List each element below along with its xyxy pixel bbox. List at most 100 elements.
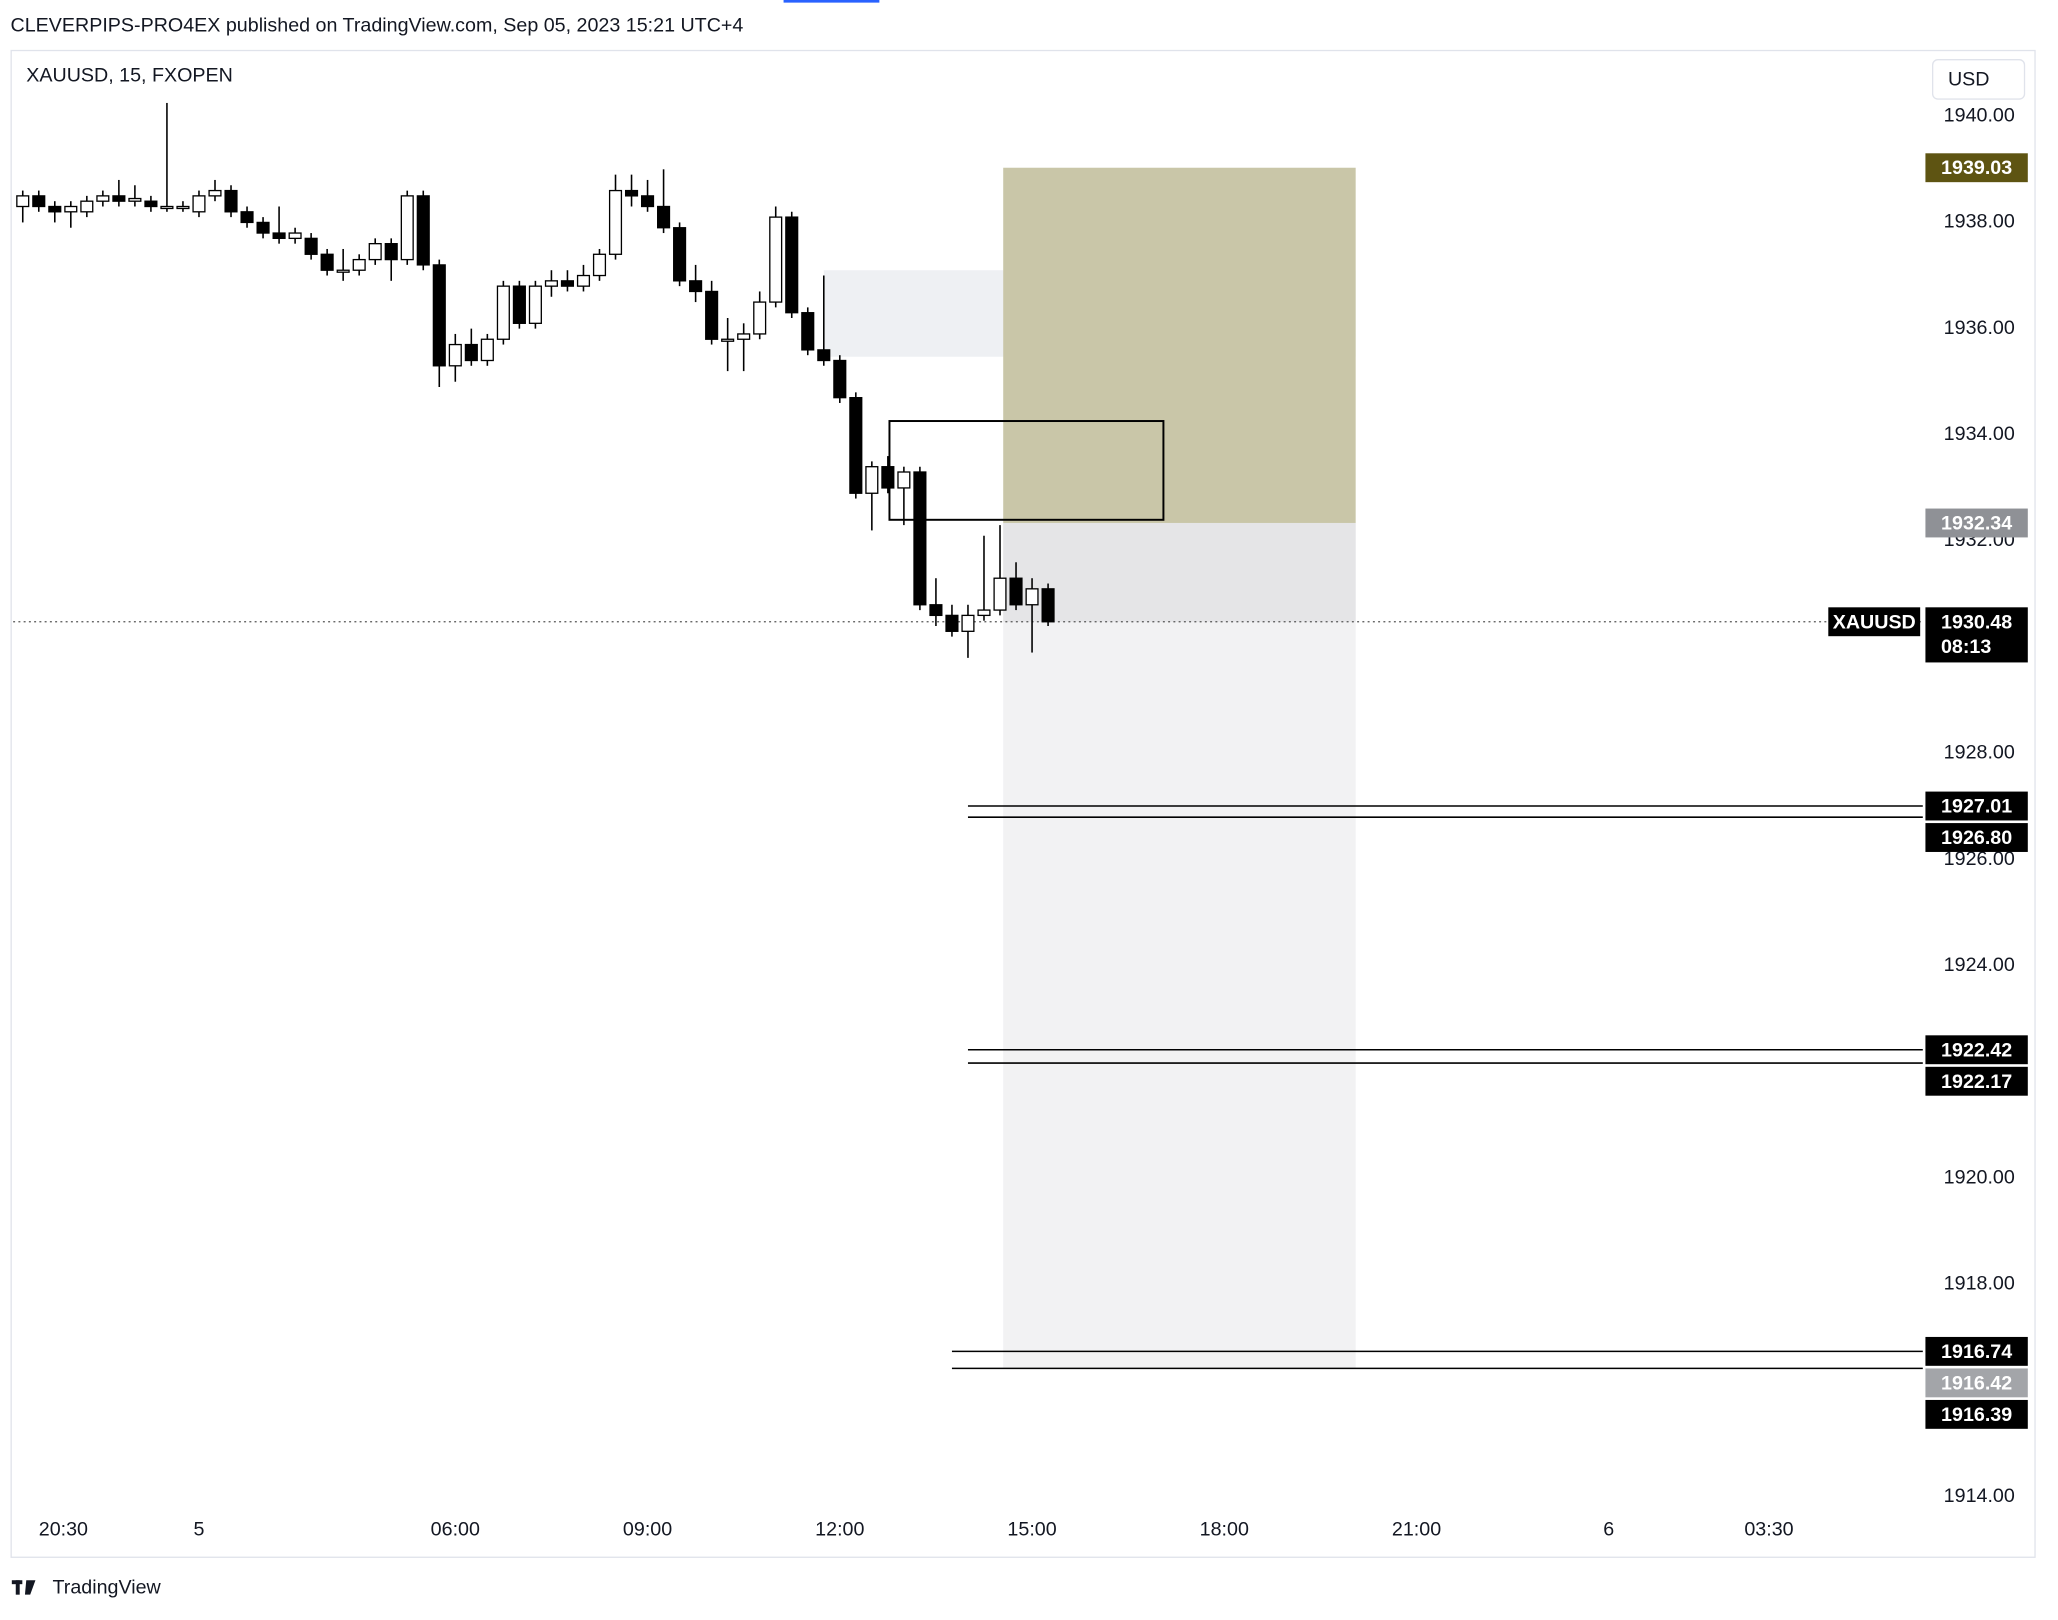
- y-tick-label: 1914.00: [1944, 1485, 2015, 1507]
- y-tick-label: 1924.00: [1944, 954, 2015, 976]
- candle-body: [128, 197, 142, 202]
- x-tick-label: 18:00: [1200, 1519, 1249, 1541]
- candle-body: [705, 290, 719, 340]
- y-tick-label: 1940.00: [1944, 104, 2015, 126]
- y-tick-label: 1918.00: [1944, 1273, 2015, 1295]
- candle-body: [624, 189, 639, 197]
- candle-body: [592, 253, 607, 277]
- candle-body: [480, 338, 494, 362]
- candle-body: [288, 232, 302, 240]
- candle-body: [993, 577, 1007, 611]
- symbol-tag: [1828, 607, 1921, 637]
- logo: [11, 1580, 36, 1595]
- candle-body: [48, 205, 62, 213]
- logo-part: [24, 1580, 36, 1595]
- candle-body: [801, 312, 815, 351]
- x-tick-label: 6: [1603, 1519, 1614, 1541]
- candle-body: [785, 216, 799, 314]
- last-price-tag: [1925, 607, 2028, 663]
- candle-body: [352, 258, 366, 271]
- candle-body: [673, 227, 687, 282]
- price-tag: [1925, 1066, 2028, 1096]
- x-tick-label: 20:30: [39, 1519, 88, 1541]
- price-tag-label: 1916.42: [1941, 1372, 2012, 1394]
- x-tick-label: 03:30: [1744, 1519, 1793, 1541]
- chart-frame: [10, 49, 2036, 1558]
- candle-body: [544, 280, 558, 287]
- logo-part: [15, 1580, 20, 1595]
- publisher-line: CLEVERPIPS-PRO4EX published on TradingVi…: [11, 14, 744, 36]
- candle-body: [208, 189, 222, 197]
- y-tick-label: 1938.00: [1944, 211, 2015, 233]
- candle-body: [80, 200, 94, 213]
- y-tick-label: 1920.00: [1944, 1166, 2015, 1188]
- zone: [1003, 167, 1356, 523]
- y-tick-label: 1934.00: [1944, 423, 2015, 445]
- last-price-label: 1930.48: [1941, 611, 2012, 633]
- candle-body: [608, 189, 623, 255]
- candle-body: [913, 471, 927, 606]
- currency-label[interactable]: USD: [1948, 68, 1990, 90]
- price-tag-label: 1916.39: [1941, 1404, 2012, 1426]
- candle-body: [576, 274, 591, 287]
- candle-body: [881, 466, 895, 489]
- candle-body: [496, 285, 510, 340]
- candle-body: [320, 253, 334, 271]
- candle-body: [737, 333, 751, 340]
- candle-body: [1025, 588, 1039, 606]
- x-tick-label: 12:00: [815, 1519, 864, 1541]
- symbol-tag-label: XAUUSD: [1833, 611, 1916, 633]
- price-tag-label: 1926.80: [1941, 827, 2012, 849]
- price-tag: [1925, 508, 2028, 538]
- zone: [1003, 522, 1356, 622]
- candle-body: [384, 243, 398, 261]
- candle-body: [961, 614, 975, 632]
- candle-body: [160, 205, 174, 210]
- candle-body: [432, 264, 446, 367]
- candle-body: [849, 397, 863, 494]
- candle-body: [192, 195, 206, 213]
- countdown-label: 08:13: [1941, 636, 1991, 658]
- x-tick-label: 5: [194, 1519, 205, 1541]
- price-tag-label: 1922.42: [1941, 1039, 2012, 1061]
- price-tag: [1925, 1368, 2028, 1398]
- y-tick-label: 1928.00: [1944, 742, 2015, 764]
- candle-body: [897, 471, 911, 489]
- candle-body: [640, 195, 655, 208]
- candle-body: [977, 609, 991, 617]
- price-tag: [1925, 823, 2028, 852]
- candle-body: [32, 195, 46, 208]
- candle-body: [512, 285, 526, 324]
- candle-body: [240, 211, 254, 224]
- candle-body: [304, 237, 318, 255]
- candle-body: [817, 349, 831, 362]
- footer-brand: TradingView: [53, 1576, 162, 1598]
- candle-body: [689, 280, 703, 293]
- candle-body: [96, 195, 110, 202]
- candle-body: [448, 343, 462, 367]
- symbol-title: XAUUSD, 15, FXOPEN: [26, 64, 233, 86]
- candle-body: [464, 343, 478, 362]
- candle-body: [64, 205, 78, 213]
- candle-body: [833, 359, 847, 399]
- candle-body: [945, 614, 959, 632]
- price-tag-label: 1939.03: [1941, 157, 2012, 179]
- price-tag-label: 1932.34: [1941, 513, 2012, 535]
- candle-body: [256, 221, 270, 234]
- price-tag-label: 1927.01: [1941, 796, 2012, 818]
- price-tag: [1925, 1336, 2028, 1366]
- zone: [1003, 522, 1356, 1369]
- price-tag: [1925, 791, 2028, 821]
- candle-body: [416, 195, 430, 266]
- candle-body: [1009, 577, 1023, 606]
- candle-body: [16, 195, 30, 208]
- y-tick-label: 1936.00: [1944, 317, 2015, 339]
- plot-area: 1914.00 1918.00 1920.00 1924.00 1926.00 1928.…: [13, 102, 2028, 1541]
- x-tick-label: 06:00: [431, 1519, 480, 1541]
- currency-button[interactable]: [1931, 59, 2026, 100]
- x-tick-label: 09:00: [623, 1519, 672, 1541]
- price-tag-label: 1922.17: [1941, 1071, 2012, 1093]
- candle-body: [400, 195, 414, 261]
- x-tick-label: 15:00: [1007, 1519, 1056, 1541]
